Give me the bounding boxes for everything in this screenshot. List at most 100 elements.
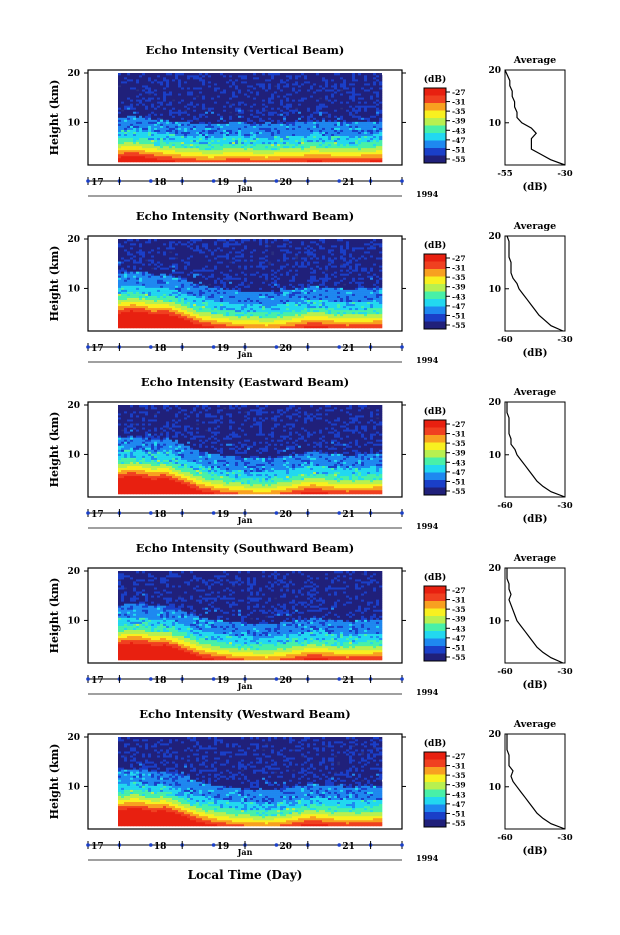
heatmap-cell	[343, 81, 346, 83]
heatmap-cell	[184, 79, 187, 81]
heatmap-cell	[151, 128, 154, 130]
heatmap-cell	[124, 265, 127, 267]
heatmap-cell	[262, 148, 265, 150]
heatmap-cell	[148, 318, 151, 320]
heatmap-cell	[151, 263, 154, 265]
heatmap-cell	[208, 130, 211, 132]
heatmap-cell	[313, 83, 316, 85]
heatmap-cell	[187, 259, 190, 261]
heatmap-cell	[181, 245, 184, 247]
heatmap-cell	[322, 122, 325, 124]
heatmap-cell	[370, 97, 373, 99]
heatmap-cell	[151, 150, 154, 152]
heatmap-cell	[169, 79, 172, 81]
heatmap-cell	[196, 136, 199, 138]
heatmap-cell	[304, 77, 307, 79]
heatmap-cell	[184, 113, 187, 115]
heatmap-cell	[364, 101, 367, 103]
heatmap-cell	[202, 113, 205, 115]
heatmap-cell	[136, 318, 139, 320]
heatmap-cell	[334, 118, 337, 120]
heatmap-cell	[160, 126, 163, 128]
heatmap-cell	[136, 122, 139, 124]
heatmap-cell	[121, 290, 124, 292]
heatmap-cell	[139, 111, 142, 113]
heatmap-cell	[163, 134, 166, 136]
heatmap-cell	[205, 134, 208, 136]
heatmap-cell	[121, 302, 124, 304]
heatmap-cell	[268, 97, 271, 99]
heatmap-cell	[265, 85, 268, 87]
heatmap-cell	[187, 263, 190, 265]
heatmap-cell	[199, 89, 202, 91]
heatmap-cell	[163, 118, 166, 120]
heatmap-cell	[292, 154, 295, 156]
heatmap-cell	[160, 101, 163, 103]
heatmap-cell	[169, 115, 172, 117]
heatmap-cell	[289, 91, 292, 93]
heatmap-cell	[226, 113, 229, 115]
heatmap-cell	[304, 89, 307, 91]
heatmap-cell	[337, 140, 340, 142]
heatmap-cell	[148, 99, 151, 101]
heatmap-cell	[187, 277, 190, 279]
heatmap-cell	[127, 87, 130, 89]
heatmap-cell	[232, 120, 235, 122]
heatmap-cell	[169, 302, 172, 304]
heatmap-cell	[289, 160, 292, 162]
heatmap-cell	[235, 152, 238, 154]
heatmap-cell	[142, 105, 145, 107]
heatmap-cell	[346, 103, 349, 105]
heatmap-cell	[238, 128, 241, 130]
heatmap-cell	[217, 89, 220, 91]
heatmap-cell	[121, 144, 124, 146]
heatmap-cell	[172, 107, 175, 109]
heatmap-cell	[160, 241, 163, 243]
heatmap-cell	[181, 81, 184, 83]
heatmap-cell	[127, 128, 130, 130]
heatmap-cell	[283, 103, 286, 105]
heatmap-cell	[148, 316, 151, 318]
heatmap-cell	[352, 146, 355, 148]
heatmap-cell	[136, 279, 139, 281]
heatmap-cell	[187, 154, 190, 156]
heatmap-cell	[259, 156, 262, 158]
heatmap-cell	[145, 124, 148, 126]
heatmap-cell	[241, 146, 244, 148]
heatmap-cell	[196, 118, 199, 120]
heatmap-cell	[226, 140, 229, 142]
heatmap-cell	[163, 316, 166, 318]
heatmap-cell	[280, 75, 283, 77]
heatmap-cell	[130, 316, 133, 318]
heatmap-cell	[160, 296, 163, 298]
heatmap-cell	[166, 150, 169, 152]
heatmap-cell	[355, 83, 358, 85]
heatmap-cell	[175, 306, 178, 308]
heatmap-cell	[286, 79, 289, 81]
heatmap-cell	[295, 120, 298, 122]
heatmap-cell	[172, 263, 175, 265]
heatmap-cell	[358, 111, 361, 113]
heatmap-cell	[307, 130, 310, 132]
heatmap-cell	[301, 126, 304, 128]
heatmap-cell	[178, 247, 181, 249]
heatmap-cell	[223, 124, 226, 126]
heatmap-cell	[256, 83, 259, 85]
heatmap-cell	[118, 75, 121, 77]
heatmap-cell	[139, 156, 142, 158]
heatmap-cell	[373, 118, 376, 120]
heatmap-cell	[277, 134, 280, 136]
average-y-tick-label: 10	[488, 119, 501, 129]
heatmap-cell	[352, 138, 355, 140]
heatmap-cell	[322, 158, 325, 160]
heatmap-cell	[148, 109, 151, 111]
heatmap-cell	[355, 85, 358, 87]
heatmap-cell	[151, 259, 154, 261]
heatmap-cell	[271, 134, 274, 136]
heatmap-cell	[322, 134, 325, 136]
heatmap-cell	[319, 132, 322, 134]
heatmap-cell	[163, 97, 166, 99]
heatmap-cell	[145, 150, 148, 152]
heatmap-cell	[343, 95, 346, 97]
heatmap	[118, 239, 382, 328]
